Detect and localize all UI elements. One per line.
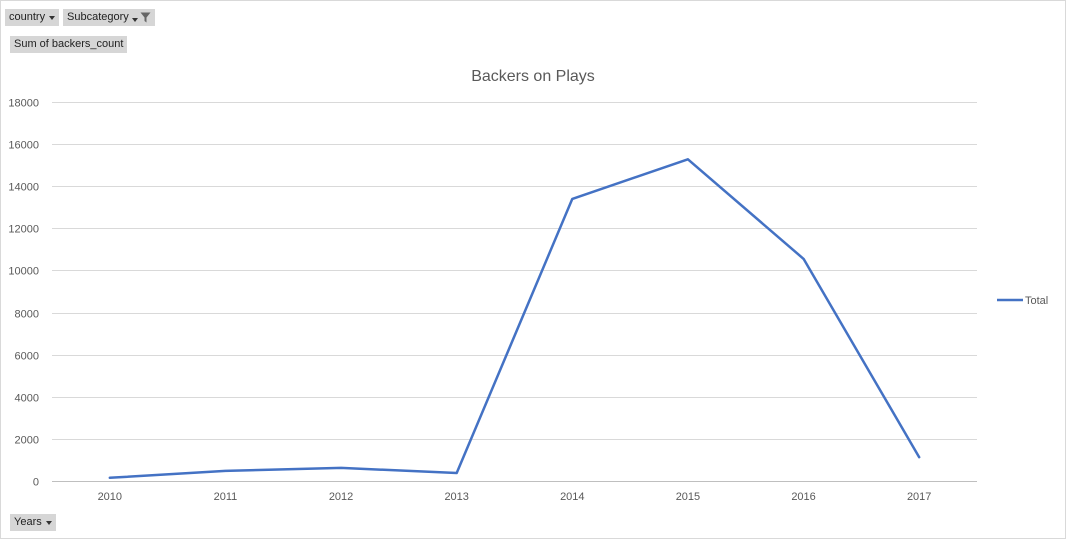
series-lines [108, 158, 921, 480]
chevron-down-icon [45, 520, 52, 525]
subcategory-filter-button[interactable]: Subcategory [63, 9, 155, 26]
country-filter-button[interactable]: country [5, 9, 60, 26]
y-tick-label: 10000 [8, 266, 39, 278]
x-tick-label: 2016 [791, 491, 815, 503]
x-tick-label: 2011 [214, 491, 238, 503]
years-axis-field-button[interactable]: Years [10, 514, 56, 531]
x-tick-label: 2013 [444, 491, 468, 503]
gridlines [52, 102, 977, 482]
y-tick-label: 12000 [8, 224, 39, 236]
y-tick-label: 2000 [15, 435, 39, 447]
y-tick-label: 14000 [8, 182, 39, 194]
value-field-button[interactable]: Sum of backers_count [10, 36, 128, 53]
y-tick-label: 6000 [15, 351, 39, 363]
series-line-total [108, 158, 921, 480]
chevron-down-icon [131, 17, 138, 22]
y-tick-label: 18000 [8, 98, 39, 110]
chart-title: Backers on Plays [471, 68, 595, 85]
x-tick-label: 2017 [907, 491, 931, 503]
y-tick-label: 4000 [15, 393, 39, 405]
x-tick-label: 2014 [560, 491, 584, 503]
x-tick-label: 2010 [98, 491, 122, 503]
country-filter-label: country [9, 11, 46, 23]
x-tick-label: 2012 [329, 491, 353, 503]
legend: Total [997, 295, 1048, 307]
y-axis-tick-labels: 0 2000 4000 6000 8000 10000 12000 14000 16000 180… [8, 98, 39, 489]
years-axis-field-label: Years [14, 516, 42, 528]
y-tick-label: 8000 [15, 309, 39, 321]
legend-label: Total [1025, 295, 1048, 307]
y-tick-label: 16000 [8, 140, 39, 152]
filter-funnel-icon [140, 12, 151, 23]
chevron-down-icon [49, 15, 56, 20]
x-tick-label: 2015 [676, 491, 700, 503]
value-field-label: Sum of backers_count [14, 38, 124, 50]
x-axis-tick-labels: 2010 2011 2012 2013 2014 2015 2016 2017 [98, 491, 932, 503]
subcategory-filter-label: Subcategory [67, 11, 129, 23]
y-tick-label: 0 [33, 477, 39, 489]
